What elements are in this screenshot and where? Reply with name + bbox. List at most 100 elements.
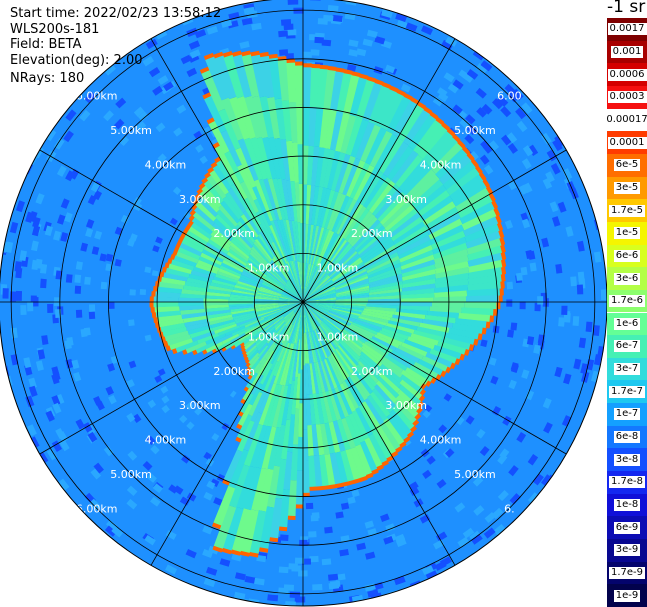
beta-cell [190,269,215,280]
noise-cell [557,201,567,213]
beta-cell [437,340,466,355]
beta-cell [257,233,275,258]
noise-cell [186,421,195,430]
noise-cell [111,526,124,538]
beta-cell [322,316,343,333]
beta-cell [434,272,469,284]
noise-cell [65,274,73,283]
beta-cell [235,282,259,291]
beta-cell [316,328,332,356]
beta-cell [466,288,500,297]
beta-cell [259,317,275,327]
noise-cell [437,91,449,102]
beta-cell [195,341,216,354]
beta-cell [265,273,285,289]
beta-cell [411,179,444,209]
noise-cell [472,476,484,487]
noise-cell [251,22,262,31]
beta-cell [286,62,297,103]
beta-cell [298,403,303,437]
beta-cell [212,321,236,332]
beta-cell [434,266,470,279]
beta-cell [303,273,328,302]
beta-cell [345,327,369,342]
noise-cell [409,486,420,496]
beta-cell [389,409,412,436]
field-label: Field: BETA [10,37,82,52]
beta-cell [459,202,495,225]
beta-cell [284,311,294,321]
beta-cell [259,95,275,139]
beta-cell [325,241,350,273]
beta-cell [335,275,369,291]
noise-cell [202,525,213,535]
colorbar-segment: 6e-5 [607,153,647,177]
beta-cell [334,387,349,418]
noise-cell [373,66,384,75]
noise-cell [165,564,178,575]
beta-cell [281,178,292,221]
noise-cell [507,90,519,103]
noise-cell [279,534,289,542]
noise-cell [80,242,89,252]
beta-cell [464,223,500,243]
beta-cell [205,341,224,353]
beta-cell [258,223,276,251]
beta-cell [413,119,442,155]
noise-cell [20,305,27,316]
noise-cell [374,36,386,45]
noise-cell [483,527,496,539]
beta-cell [183,234,206,250]
beta-cell [340,450,354,482]
beta-cell [322,315,344,331]
beta-cell [303,302,317,330]
beta-cell [336,419,351,451]
cloud-edge-cell [486,192,496,203]
beta-cell [311,226,322,265]
colorbar-tick-label: 0.00017 [604,113,647,126]
noise-cell [169,217,178,226]
beta-cell [258,289,281,297]
beta-cell [235,224,255,246]
noise-cell [492,325,500,334]
beta-cell [434,254,469,270]
beta-cell [259,362,273,385]
beta-cell [303,264,314,302]
beta-cell [356,79,375,119]
beta-cell [281,383,292,426]
beta-cell [254,334,266,345]
noise-cell [462,527,475,539]
beta-cell [369,337,394,354]
colorbar-segment: 3e-7 [607,357,647,381]
noise-cell [105,253,114,262]
beta-cell [286,267,303,302]
noise-cell [340,502,350,510]
noise-cell [396,538,407,548]
beta-cell [413,329,443,342]
noise-cell [241,17,253,26]
noise-cell [157,368,166,376]
beta-cell [296,104,304,145]
noise-cell [152,245,160,253]
beta-cell [242,210,261,236]
colorbar: 0.0017 0.001 0.0006 0.0003 0.00017 0.0001 6e-5… [604,18,647,607]
noise-cell [194,407,203,416]
beta-cell [349,162,371,200]
beta-cell [303,270,326,302]
colorbar-tick-label: 6e-9 [613,521,641,534]
noise-cell [54,138,65,150]
noise-cell [464,134,475,145]
beta-cell [350,323,376,337]
beta-cell [186,277,211,286]
beta-cell [268,137,282,180]
beta-cell [444,332,475,345]
beta-cell [361,342,384,359]
noise-cell [462,72,474,83]
beta-cell [391,349,416,366]
cloud-edge-cell [439,122,450,133]
beta-cell [191,330,215,343]
beta-cell [394,311,426,320]
beta-cell [268,316,281,325]
beta-cell [216,209,237,231]
beta-cell [276,342,292,385]
